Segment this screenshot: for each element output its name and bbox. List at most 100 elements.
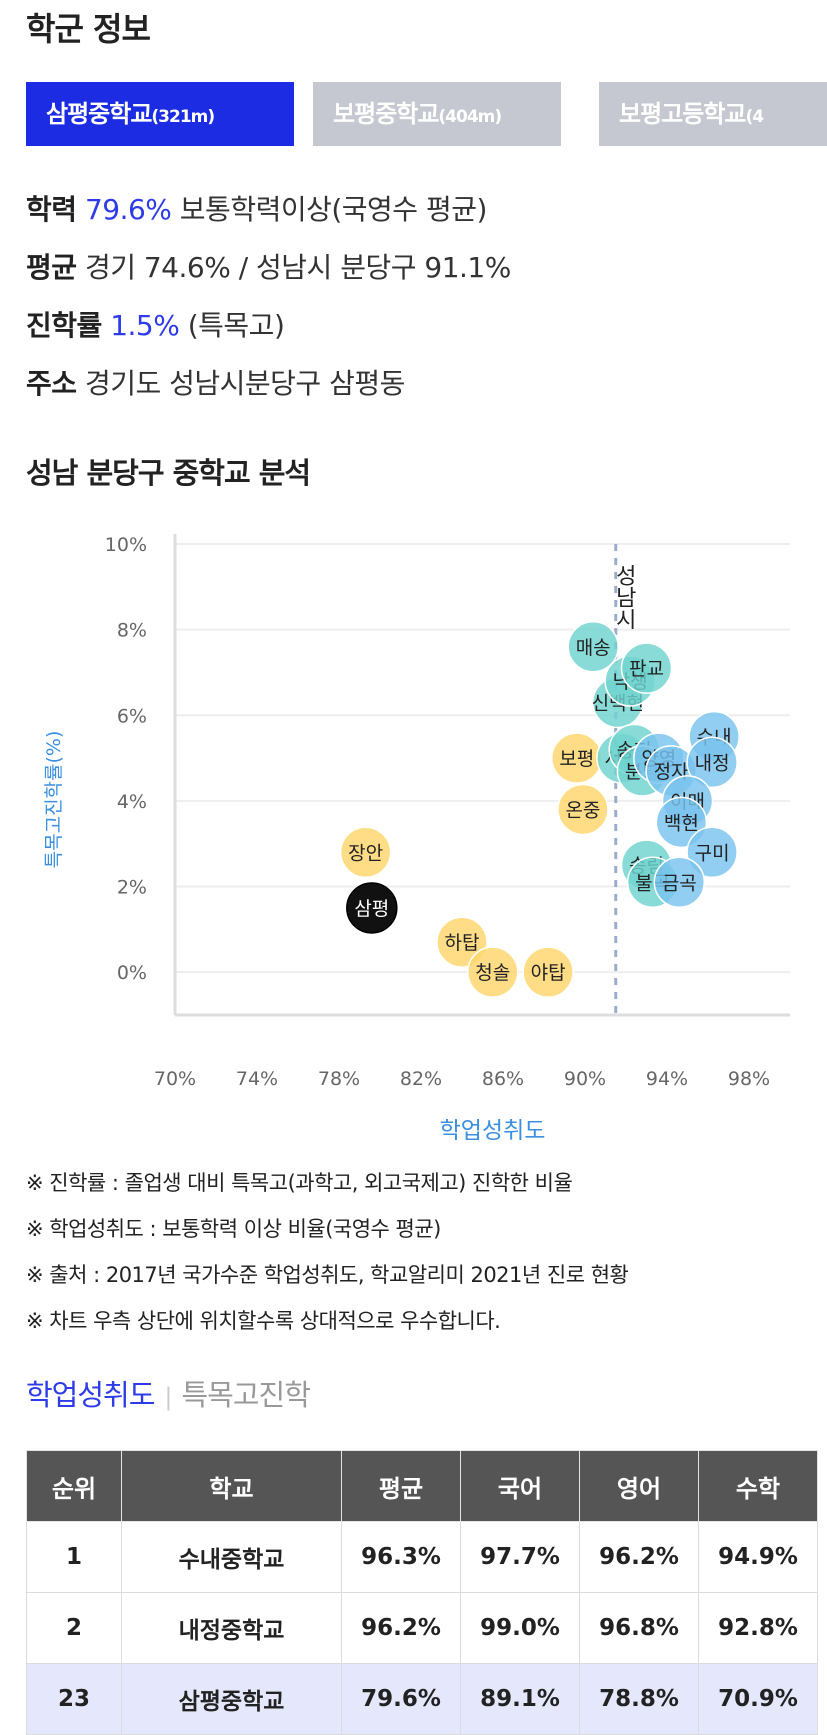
data-point-label: 판교 (629, 658, 664, 680)
average-value: 경기 74.6% / 성남시 분당구 91.1% (84, 251, 511, 284)
data-point-label: 매송 (576, 637, 611, 659)
table-row: 2 내정중학교 96.2% 99.0% 96.8% 92.8% (26, 1592, 818, 1664)
data-point-label: 청솔 (475, 962, 510, 984)
cell-korean: 97.7% (460, 1521, 580, 1593)
y-tick-label: 10% (105, 534, 147, 556)
info-average: 평균 경기 74.6% / 성남시 분당구 91.1% (26, 246, 511, 286)
data-point (522, 946, 574, 998)
data-point (686, 736, 738, 789)
cell-rank: 1 (26, 1521, 122, 1593)
school-tab-distance: (404m) (438, 107, 502, 127)
info-label: 진학률 (26, 309, 102, 342)
data-point-label: 하탑 (445, 932, 480, 954)
data-point-label: 온중 (565, 799, 600, 821)
school-tabs: 삼평중학교(321m) 보평중학교(404m) 보평고등학교(4 (26, 82, 827, 146)
subtab-achievement[interactable]: 학업성취도 (26, 1378, 155, 1412)
school-tab-3[interactable]: 보평고등학교(4 (599, 82, 827, 146)
note-line: ※ 진학률 : 졸업생 대비 특목고(과학고, 외고국제고) 진학한 비율 (26, 1171, 573, 1195)
cell-average: 79.6% (341, 1663, 461, 1735)
school-tab-2[interactable]: 보평중학교(404m) (313, 82, 561, 146)
school-tab-name: 삼평중학교 (46, 100, 152, 128)
cell-math: 92.8% (698, 1592, 818, 1664)
info-achievement: 학력 79.6% 보통학력이상(국영수 평균) (26, 188, 487, 228)
y-tick-label: 6% (117, 705, 147, 727)
school-tab-name: 보평고등학교 (619, 100, 746, 128)
cell-english: 96.2% (579, 1521, 699, 1593)
reference-line-label: 성남시 (611, 564, 636, 630)
scatter-chart: 0% 2% 4% 6% 8% 10% 70% 74% 78% 82% 86% 90% 94% 98% 학업성… (43, 534, 790, 1140)
cell-school: 삼평중학교 (121, 1663, 342, 1735)
info-advancement: 진학률 1.5% (특목고) (26, 304, 285, 344)
note-line: ※ 차트 우측 상단에 위치할수록 상대적으로 우수합니다. (26, 1309, 501, 1333)
cell-average: 96.3% (341, 1521, 461, 1593)
data-point (620, 642, 673, 694)
data-point (467, 946, 519, 998)
info-label: 학력 (26, 193, 77, 226)
analysis-title: 성남 분당구 중학교 분석 (26, 456, 311, 490)
table-header-row: 순위 학교 평균 국어 영어 수학 (26, 1450, 818, 1522)
data-point-label: 삼평 (354, 898, 389, 920)
col-header-math: 수학 (698, 1450, 818, 1522)
col-header-korean: 국어 (460, 1450, 580, 1522)
col-header-rank: 순위 (26, 1450, 122, 1522)
y-tick-label: 8% (117, 620, 147, 642)
cell-school: 수내중학교 (121, 1521, 342, 1593)
data-point (567, 621, 619, 673)
col-header-school: 학교 (121, 1450, 342, 1522)
col-header-average: 평균 (341, 1450, 461, 1522)
subtab-advancement[interactable]: 특목고진학 (181, 1378, 311, 1412)
data-point (339, 826, 392, 879)
data-point (653, 856, 706, 909)
advancement-desc: (특목고) (187, 309, 285, 342)
y-axis-label: 특목고진학률(%) (43, 731, 65, 869)
school-tab-1[interactable]: 삼평중학교(321m) (26, 82, 294, 146)
notes: ※ 진학률 : 졸업생 대비 특목고(과학고, 외고국제고) 진학한 비율 ※ … (26, 1160, 629, 1344)
page-title: 학군 정보 (26, 10, 151, 48)
note-line: ※ 출처 : 2017년 국가수준 학업성취도, 학교알리미 2021년 진로 … (26, 1263, 629, 1287)
info-label: 평균 (26, 251, 77, 284)
data-point (557, 783, 609, 836)
note-line: ※ 학업성취도 : 보통학력 이상 비율(국영수 평균) (26, 1217, 441, 1241)
x-axis-label: 학업성취도 (440, 1118, 546, 1140)
cell-korean: 99.0% (460, 1592, 580, 1664)
cell-math: 94.9% (698, 1521, 818, 1593)
data-point-label: 금곡 (662, 872, 697, 894)
x-tick-label: 78% (318, 1068, 360, 1090)
data-point-label: 구미 (695, 842, 730, 864)
y-tick-label: 0% (117, 962, 147, 984)
x-tick-label: 90% (564, 1068, 606, 1090)
cell-rank: 23 (26, 1663, 122, 1735)
y-tick-label: 2% (117, 877, 147, 899)
x-tick-label: 98% (728, 1068, 770, 1090)
cell-english: 78.8% (579, 1663, 699, 1735)
x-tick-label: 82% (400, 1068, 442, 1090)
table-row-current-school: 23 삼평중학교 79.6% 89.1% 78.8% 70.9% (26, 1663, 818, 1735)
advancement-value: 1.5% (110, 309, 180, 342)
col-header-english: 영어 (579, 1450, 699, 1522)
x-tick-label: 70% (154, 1068, 196, 1090)
data-point-label: 백현 (664, 812, 699, 834)
cell-english: 96.8% (579, 1592, 699, 1664)
address-value: 경기도 성남시분당구 삼평동 (84, 367, 405, 400)
data-point-label: 보평 (559, 748, 594, 770)
data-point-label: 내정 (695, 752, 730, 774)
school-tab-distance: (4 (745, 107, 764, 127)
cell-average: 96.2% (341, 1592, 461, 1664)
school-tab-distance: (321m) (151, 107, 215, 127)
x-tick-label: 86% (482, 1068, 524, 1090)
data-point-label: 야탑 (531, 962, 566, 984)
cell-math: 70.9% (698, 1663, 818, 1735)
x-tick-label: 94% (646, 1068, 688, 1090)
ranking-table: 순위 학교 평균 국어 영어 수학 1 수내중학교 96.3% 97.7% 96… (26, 1450, 818, 1735)
achievement-value: 79.6% (84, 193, 172, 226)
ranking-subtabs: 학업성취도 | 특목고진학 (26, 1372, 311, 1414)
school-tab-name: 보평중학교 (333, 100, 439, 128)
cell-school: 내정중학교 (121, 1592, 342, 1664)
data-point (686, 826, 738, 879)
y-tick-label: 4% (117, 791, 147, 813)
subtab-separator: | (164, 1383, 172, 1411)
info-address: 주소 경기도 성남시분당구 삼평동 (26, 362, 405, 402)
x-tick-label: 74% (236, 1068, 278, 1090)
data-point (346, 882, 398, 934)
cell-korean: 89.1% (460, 1663, 580, 1735)
